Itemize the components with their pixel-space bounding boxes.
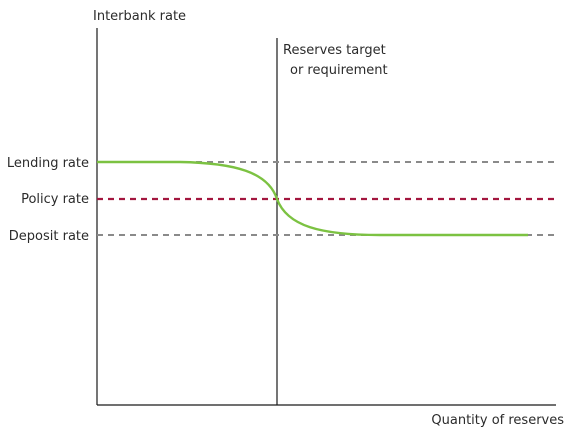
reserves-demand-curve [97, 160, 528, 237]
deposit-rate-label: Deposit rate [9, 229, 89, 244]
policy-rate-label: Policy rate [21, 192, 89, 207]
y-axis-label: Interbank rate [93, 9, 186, 24]
reserves-target-label-line1: Reserves target [283, 43, 386, 58]
reserves-target-label-line2: or requirement [290, 63, 388, 78]
lending-rate-label: Lending rate [7, 156, 89, 171]
x-axis-label: Quantity of reserves [431, 413, 564, 428]
